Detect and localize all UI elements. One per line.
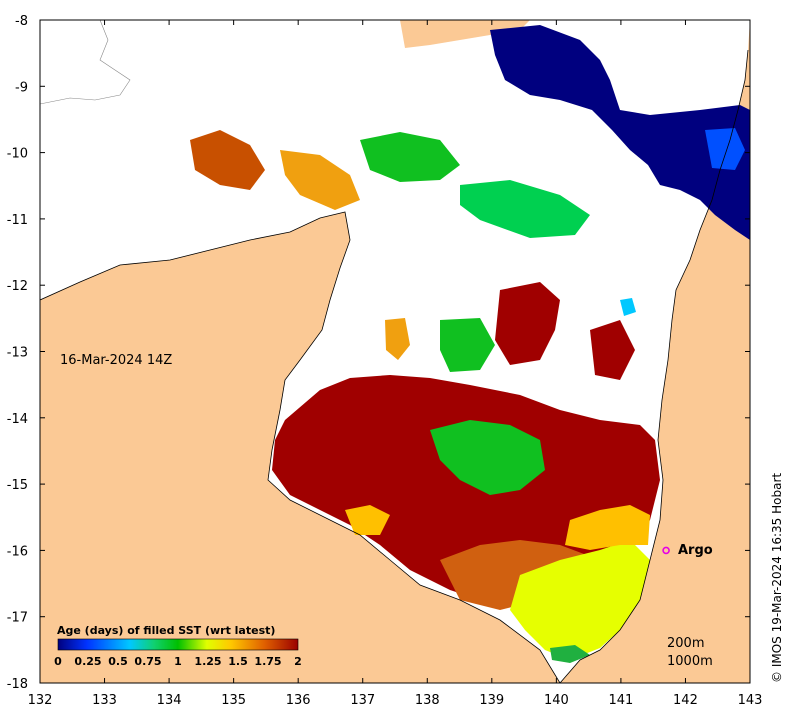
x-tick-label: 138 (415, 693, 440, 708)
colorbar-tick-label: 0.25 (74, 655, 101, 668)
x-tick-label: 133 (92, 693, 117, 708)
y-tick-label: -10 (7, 147, 28, 162)
sst-patch-yellow-west (345, 505, 390, 535)
y-tick-label: -14 (7, 412, 28, 427)
y-tick-label: -18 (7, 677, 28, 692)
y-tick-label: -13 (7, 346, 28, 361)
colorbar-tick-label: 0 (54, 655, 62, 668)
x-tick-label: 137 (350, 693, 375, 708)
colorbar-tick-label: 2 (294, 655, 302, 668)
colorbar-tick-label: 1 (174, 655, 182, 668)
x-tick-label: 135 (221, 693, 246, 708)
sst-patch-green-mid (360, 132, 460, 182)
y-tick-label: -17 (7, 611, 28, 626)
colorbar-tick-label: 0.5 (108, 655, 128, 668)
y-axis-ticks: -8 -9 -10 -11 -12 -13 -14 -15 -16 -17 -18 (7, 14, 750, 692)
date-label: 16-Mar-2024 14Z (60, 353, 172, 368)
contour-label-200m: 200m (667, 636, 704, 651)
coastline-west (40, 211, 561, 683)
land-new-guinea (400, 20, 530, 48)
colorbar-title: Age (days) of filled SST (wrt latest) (57, 624, 275, 637)
colorbar-tick-label: 0.75 (134, 655, 161, 668)
x-tick-label: 141 (608, 693, 633, 708)
sst-patch-green-band (460, 180, 590, 238)
sst-patch-north-red (495, 282, 560, 365)
sst-patch-cyan (620, 298, 636, 316)
colorbar-tick-label: 1.25 (194, 655, 221, 668)
coastline-east (559, 49, 749, 683)
sst-age-1 (430, 420, 545, 495)
x-tick-label: 140 (544, 693, 569, 708)
contour-label-1000m: 1000m (667, 654, 713, 669)
y-tick-label: -16 (7, 544, 28, 559)
sst-patch-orange-small (385, 318, 410, 360)
colorbar-tick-label: 1.75 (254, 655, 281, 668)
sst-patch-north-red-2 (590, 320, 635, 380)
colorbar-gradient (57, 638, 299, 651)
x-tick-label: 142 (673, 693, 698, 708)
sst-age-0 (490, 25, 750, 240)
argo-label: Argo (678, 543, 713, 558)
credit-text: © IMOS 19-Mar-2024 16:35 Hobart (770, 473, 784, 683)
y-tick-label: -15 (7, 478, 28, 493)
sst-patch-west-orange (190, 130, 265, 190)
y-tick-label: -12 (7, 279, 28, 294)
sst-age-0p25 (705, 128, 745, 170)
sst-patch-green-north (440, 318, 495, 372)
x-axis-ticks: 132 133 134 135 136 137 138 139 140 141 142 143 (28, 20, 763, 708)
sst-age-1p25 (510, 540, 650, 660)
contour-200m-northwest (40, 20, 131, 105)
y-tick-label: -8 (15, 14, 28, 29)
y-tick-label: -9 (15, 80, 28, 95)
land-top-end (40, 212, 560, 683)
x-tick-label: 132 (28, 693, 53, 708)
sst-patch-green-bottom (550, 645, 590, 663)
x-tick-label: 136 (286, 693, 311, 708)
colorbar-tick-label: 1.5 (228, 655, 248, 668)
y-tick-label: -11 (7, 213, 28, 228)
x-tick-label: 143 (738, 693, 763, 708)
sst-age-2days (272, 375, 660, 600)
x-tick-label: 139 (479, 693, 504, 708)
colorbar-ticks: 0 0.25 0.5 0.75 1 1.25 1.5 1.75 2 (54, 655, 302, 668)
map-plot-area (40, 20, 750, 683)
sst-age-1p5 (565, 505, 650, 550)
sst-patch-orange-mid (280, 150, 360, 210)
land-cape-york (560, 20, 750, 683)
x-tick-label: 134 (157, 693, 182, 708)
argo-float-marker[interactable] (662, 546, 670, 555)
